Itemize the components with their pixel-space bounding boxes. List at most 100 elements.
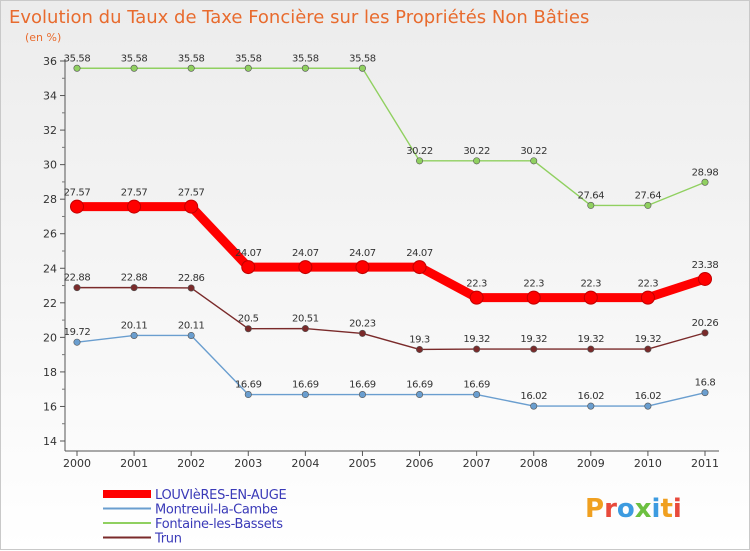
x-tick-label: 2003 xyxy=(234,457,262,470)
data-label: 16.69 xyxy=(463,380,490,391)
y-tick-label: 28 xyxy=(43,193,57,206)
data-point xyxy=(473,391,481,399)
data-label: 20.5 xyxy=(238,314,259,325)
data-label: 24.07 xyxy=(292,248,319,259)
x-tick-label: 2005 xyxy=(348,457,376,470)
data-label: 19.32 xyxy=(577,334,604,345)
x-tick-label: 2011 xyxy=(691,457,719,470)
data-point xyxy=(530,402,538,410)
data-point xyxy=(244,325,252,333)
y-tick-label: 20 xyxy=(43,331,57,344)
x-tick-label: 2000 xyxy=(63,457,91,470)
data-label: 19.72 xyxy=(64,327,91,338)
data-point xyxy=(301,325,309,333)
data-point xyxy=(241,260,256,275)
logo-letter: r xyxy=(604,494,617,524)
series-line xyxy=(76,334,706,407)
data-label: 22.88 xyxy=(121,273,148,284)
data-label: 35.58 xyxy=(64,53,91,64)
data-label: 27.57 xyxy=(121,188,148,199)
data-label: 27.57 xyxy=(64,188,91,199)
x-tick-label: 2002 xyxy=(177,457,205,470)
data-label: 30.22 xyxy=(463,146,490,157)
data-point xyxy=(701,389,709,397)
data-label: 16.02 xyxy=(635,391,662,402)
chart-subtitle: (en %) xyxy=(25,31,61,44)
data-label: 30.22 xyxy=(406,146,433,157)
data-point xyxy=(644,402,652,410)
data-label: 22.3 xyxy=(466,279,487,290)
series-Trun: 22.88 22.88 22.86 20.5 20.51 20.23 19.3 19.32 19… xyxy=(64,273,719,353)
y-tick-label: 34 xyxy=(43,90,57,103)
data-point xyxy=(530,345,538,353)
data-point xyxy=(701,329,709,337)
data-label: 16.69 xyxy=(406,380,433,391)
data-label: 16.69 xyxy=(349,380,376,391)
data-point xyxy=(644,345,652,353)
data-label: 30.22 xyxy=(520,146,547,157)
data-point xyxy=(473,345,481,353)
y-tick-label: 16 xyxy=(43,400,57,413)
data-point xyxy=(526,290,541,305)
data-label: 19.3 xyxy=(409,334,430,345)
data-point xyxy=(473,157,481,165)
legend: LOUVIèRES-EN-AUGEMontreuil-la-CambeFonta… xyxy=(103,488,287,547)
data-label: 20.51 xyxy=(292,314,319,325)
data-label: 20.26 xyxy=(692,318,719,329)
data-point xyxy=(416,345,424,353)
data-label: 35.58 xyxy=(178,53,205,64)
chart-title: Evolution du Taux de Taxe Foncière sur l… xyxy=(9,7,589,28)
data-label: 16.02 xyxy=(577,391,604,402)
logo-letter: t xyxy=(660,494,672,524)
data-label: 24.07 xyxy=(235,248,262,259)
data-label: 23.38 xyxy=(692,260,719,271)
x-tick-label: 2004 xyxy=(291,457,319,470)
data-label: 22.3 xyxy=(523,279,544,290)
x-tick-label: 2001 xyxy=(120,457,148,470)
data-label: 22.88 xyxy=(64,273,91,284)
data-point xyxy=(587,402,595,410)
data-point xyxy=(416,391,424,399)
data-label: 16.02 xyxy=(520,391,547,402)
series-layer: 35.58 35.58 35.58 35.58 35.58 35.58 30.22 30.22… xyxy=(64,53,719,410)
data-label: 35.58 xyxy=(121,53,148,64)
y-tick-label: 30 xyxy=(43,159,57,172)
data-label: 35.58 xyxy=(292,53,319,64)
data-point xyxy=(244,64,252,72)
x-tick-label: 2008 xyxy=(520,457,548,470)
data-label: 35.58 xyxy=(235,53,262,64)
data-label: 19.32 xyxy=(520,334,547,345)
proxiti-logo: Proxiti xyxy=(585,494,682,524)
y-tick-label: 22 xyxy=(43,297,57,310)
x-tick-label: 2006 xyxy=(406,457,434,470)
data-label: 19.32 xyxy=(463,334,490,345)
data-label: 20.11 xyxy=(178,320,205,331)
legend-entry: LOUVIèRES-EN-AUGE xyxy=(155,488,286,503)
data-point xyxy=(587,345,595,353)
data-point xyxy=(130,284,138,292)
axes: 14 16 18 20 22 24 26 28 30 32 34 36 2000 2001 2002 2003… xyxy=(43,55,719,470)
series-Fontaine-les-Bassets: 35.58 35.58 35.58 35.58 35.58 35.58 30.22 30.22… xyxy=(64,53,719,209)
data-point xyxy=(583,290,598,305)
series-Montreuil-la-Cambe: 19.72 20.11 20.11 16.69 16.69 16.69 16.69 16.69… xyxy=(64,320,716,410)
data-point xyxy=(187,64,195,72)
data-point xyxy=(244,391,252,399)
data-label: 35.58 xyxy=(349,53,376,64)
data-label: 16.69 xyxy=(235,380,262,391)
data-label: 24.07 xyxy=(349,248,376,259)
data-point xyxy=(301,391,309,399)
y-tick-label: 26 xyxy=(43,228,57,241)
logo-letter: i xyxy=(652,494,661,524)
data-label: 16.69 xyxy=(292,380,319,391)
series-line xyxy=(76,286,706,351)
data-point xyxy=(358,329,366,337)
data-label: 20.23 xyxy=(349,318,376,329)
legend-entry: Montreuil-la-Cambe xyxy=(155,503,278,518)
data-point xyxy=(187,284,195,292)
data-point xyxy=(73,338,81,346)
data-point xyxy=(469,290,484,305)
x-tick-label: 2009 xyxy=(577,457,605,470)
data-label: 27.64 xyxy=(577,190,604,201)
data-label: 28.98 xyxy=(692,167,719,178)
